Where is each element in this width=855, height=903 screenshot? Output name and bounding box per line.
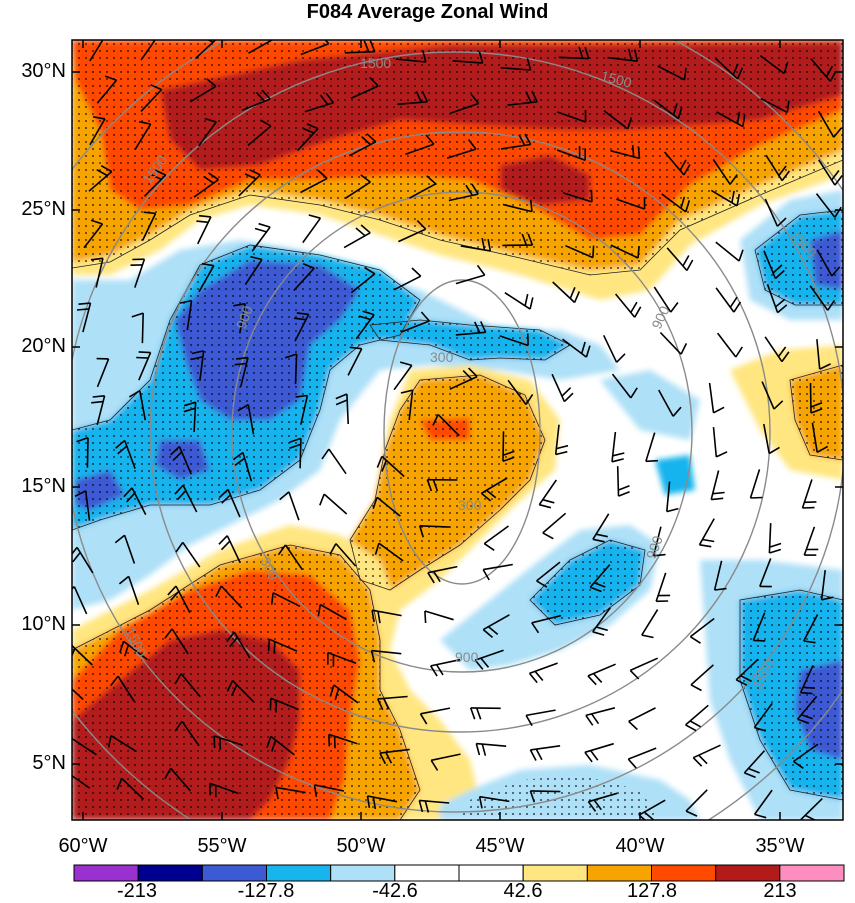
wind-barb-flag bbox=[425, 611, 426, 623]
wind-barb-flag bbox=[139, 352, 151, 353]
wind-barb-flag bbox=[753, 640, 765, 641]
wind-barb-shaft bbox=[296, 354, 297, 384]
contour-label: 300 bbox=[430, 349, 454, 365]
contour-label: 1500 bbox=[360, 55, 391, 71]
lat-label: 20°N bbox=[0, 335, 66, 358]
wind-barb-flag bbox=[803, 687, 815, 688]
wind-barb-flag bbox=[66, 644, 71, 655]
wind-barb-shaft bbox=[142, 313, 143, 343]
colorbar-swatch bbox=[716, 865, 780, 881]
colorbar-swatch bbox=[74, 865, 138, 881]
wind-barb-shaft bbox=[87, 438, 88, 468]
wind-barb-shaft bbox=[811, 383, 812, 413]
colorbar-swatch bbox=[331, 865, 395, 881]
wind-barb-flag bbox=[136, 358, 148, 359]
wind-barb-flag bbox=[147, 32, 159, 35]
colorbar-swatch bbox=[780, 865, 844, 881]
wind-barb-flag bbox=[638, 146, 639, 158]
wind-barb-flag bbox=[67, 774, 70, 786]
wind-barb-flag bbox=[274, 642, 275, 654]
lon-label: 55°W bbox=[177, 835, 267, 858]
wind-barb-flag bbox=[751, 498, 763, 499]
wind-barb-flag bbox=[633, 145, 634, 157]
wind-barb-flag bbox=[591, 190, 592, 202]
colorbar-swatch bbox=[267, 865, 331, 881]
lat-label: 15°N bbox=[0, 475, 66, 498]
contour-label: 900 bbox=[455, 649, 479, 665]
wind-barb-flag bbox=[94, 33, 106, 35]
lat-label: 5°N bbox=[0, 752, 66, 775]
wind-barb-shaft bbox=[618, 466, 619, 496]
wind-barb-shaft bbox=[300, 438, 301, 468]
lat-label: 30°N bbox=[0, 60, 66, 83]
wind-barb-flag bbox=[69, 738, 72, 750]
lat-label: 25°N bbox=[0, 198, 66, 221]
colorbar-swatch bbox=[459, 865, 523, 881]
wind-barb-shaft bbox=[345, 52, 375, 53]
contour-label: 300 bbox=[458, 497, 482, 513]
wind-barb-flag bbox=[593, 246, 594, 258]
colorbar-swatch bbox=[587, 865, 651, 881]
lon-label: 35°W bbox=[735, 835, 825, 858]
wind-barb-flag bbox=[269, 639, 270, 651]
colorbar-swatch bbox=[523, 865, 587, 881]
colorbar-swatch bbox=[202, 865, 266, 881]
map-title: F084 Average Zonal Wind bbox=[0, 0, 855, 24]
wind-barb-flag bbox=[61, 683, 66, 694]
wind-barb-flag bbox=[207, 33, 218, 38]
lon-label: 40°W bbox=[595, 835, 685, 858]
wind-barb-flag bbox=[79, 303, 91, 304]
wind-barb-flag bbox=[646, 461, 658, 462]
colorbar-swatch bbox=[395, 865, 459, 881]
lon-label: 45°W bbox=[455, 835, 545, 858]
wind-barb-shaft bbox=[530, 791, 560, 792]
wind-barb-flag bbox=[77, 309, 89, 310]
colorbar-swatch bbox=[138, 865, 202, 881]
lat-label: 10°N bbox=[0, 613, 66, 636]
wind-barb-flag bbox=[57, 679, 62, 690]
wind-barb-flag bbox=[801, 693, 813, 694]
lon-label: 50°W bbox=[316, 835, 406, 858]
colorbar bbox=[73, 864, 845, 882]
wind-barb-flag bbox=[266, 31, 275, 39]
colorbar-swatch bbox=[652, 865, 716, 881]
wind-barb-flag bbox=[638, 246, 639, 258]
wind-barb-shaft bbox=[503, 431, 504, 461]
lon-label: 60°W bbox=[38, 835, 128, 858]
